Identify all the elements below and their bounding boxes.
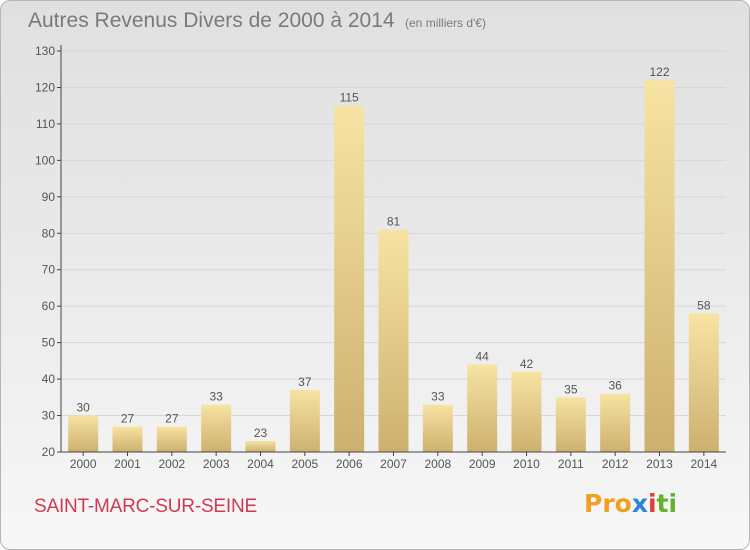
x-tick-label: 2006 xyxy=(336,457,363,471)
data-label: 33 xyxy=(209,390,223,404)
x-tick-label: 2009 xyxy=(469,457,496,471)
logo-part-3: i xyxy=(647,489,657,518)
x-tick-label: 2000 xyxy=(70,457,97,471)
data-label: 36 xyxy=(608,379,622,393)
logo-part-4: ti xyxy=(656,489,678,518)
x-tick-label: 2004 xyxy=(247,457,274,471)
y-tick-label: 60 xyxy=(42,299,56,313)
x-tick-label: 2002 xyxy=(158,457,185,471)
chart-title: Autres Revenus Divers de 2000 à 2014 xyxy=(28,9,395,32)
bar-2005 xyxy=(289,390,320,452)
y-tick-label: 50 xyxy=(42,336,56,350)
x-tick-label: 2001 xyxy=(114,457,141,471)
bar-2011 xyxy=(555,397,586,452)
y-tick-label: 30 xyxy=(42,409,56,423)
bar-2001 xyxy=(112,426,143,452)
data-label: 35 xyxy=(564,382,578,396)
x-tick-label: 2010 xyxy=(513,457,540,471)
y-tick-label: 110 xyxy=(36,117,55,131)
x-tick-label: 2008 xyxy=(424,457,451,471)
x-tick-label: 2014 xyxy=(690,457,717,471)
y-tick-label: 100 xyxy=(35,153,55,167)
data-label: 30 xyxy=(76,401,90,415)
x-tick-label: 2005 xyxy=(291,457,318,471)
data-label: 37 xyxy=(298,375,312,389)
y-tick-label: 40 xyxy=(42,372,56,386)
data-label: 44 xyxy=(475,350,489,364)
x-tick-label: 2007 xyxy=(380,457,407,471)
bar-2008 xyxy=(422,404,453,452)
chart-subtitle: (en milliers d'€) xyxy=(405,16,486,30)
y-tick-label: 120 xyxy=(35,80,55,94)
bar-2014 xyxy=(688,313,719,452)
data-label: 33 xyxy=(431,390,445,404)
y-tick-label: 20 xyxy=(42,445,56,459)
bar-2004 xyxy=(245,441,276,452)
bar-2009 xyxy=(467,364,498,452)
bar-2003 xyxy=(201,404,232,452)
commune-name: SAINT-MARC-SUR-SEINE xyxy=(34,496,257,517)
data-label: 115 xyxy=(340,91,359,105)
bar-2007 xyxy=(378,229,409,452)
logo-part-2: x xyxy=(631,489,648,518)
y-tick-label: 130 xyxy=(35,44,55,58)
bar-2006 xyxy=(334,105,365,452)
data-label: 27 xyxy=(121,411,135,425)
data-label: 58 xyxy=(697,298,711,312)
data-label: 42 xyxy=(520,357,534,371)
bar-2000 xyxy=(68,415,99,452)
data-label: 23 xyxy=(254,426,268,440)
y-tick-label: 70 xyxy=(42,263,56,277)
proxiti-logo: Proxiti xyxy=(584,489,677,518)
bar-2002 xyxy=(156,426,187,452)
x-tick-label: 2012 xyxy=(602,457,629,471)
bar-2013 xyxy=(644,80,675,452)
y-tick-label: 80 xyxy=(42,226,56,240)
title-row: Autres Revenus Divers de 2000 à 2014 (en… xyxy=(28,9,486,33)
y-tick-label: 90 xyxy=(42,190,56,204)
x-tick-label: 2011 xyxy=(558,457,584,471)
data-label: 27 xyxy=(165,411,179,425)
logo-part-1: Pro xyxy=(584,489,632,518)
data-label: 122 xyxy=(649,65,669,79)
x-tick-label: 2003 xyxy=(203,457,230,471)
x-tick-label: 2013 xyxy=(646,457,673,471)
bar-2012 xyxy=(600,393,631,452)
data-label: 81 xyxy=(387,215,401,229)
bar-2010 xyxy=(511,371,542,452)
